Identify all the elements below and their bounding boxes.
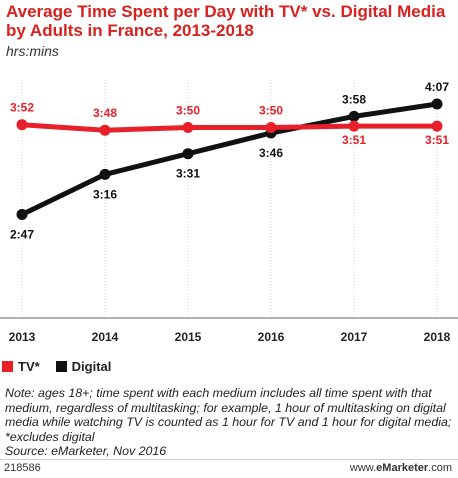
x-tick-label-2013: 2013: [9, 330, 36, 344]
data-label-tv-2018: 3:51: [425, 133, 449, 147]
data-label-digital-2017: 3:58: [342, 92, 366, 106]
chart-id: 218586: [4, 462, 41, 474]
x-tick-label-2016: 2016: [258, 330, 285, 344]
line-chart: 2013 2014 2015 2016 2017 2018 3:52 3:48 3:50 3:50…: [0, 80, 458, 344]
data-point-tv-2015: [182, 122, 194, 133]
legend: TV* Digital: [2, 356, 127, 376]
data-label-tv-2014: 3:48: [93, 106, 117, 120]
data-label-tv-2013: 3:52: [10, 101, 34, 115]
brand-suffix: .com: [428, 462, 452, 474]
data-label-digital-2016: 3:46: [259, 146, 283, 160]
data-point-digital-2014: [99, 168, 111, 180]
data-point-tv-2016: [265, 122, 277, 133]
data-point-tv-2017: [348, 120, 360, 132]
note-text: Note: ages 18+; time spent with each med…: [5, 386, 452, 444]
x-tick-label-2014: 2014: [92, 330, 119, 344]
source-text: Source: eMarketer, Nov 2016: [5, 444, 167, 458]
data-point-digital-2013: [16, 209, 28, 220]
chart-subtitle: hrs:mins: [6, 43, 59, 59]
data-point-tv-2018: [431, 120, 443, 132]
data-point-tv-2013: [16, 119, 28, 131]
chart-title: Average Time Spent per Day with TV* vs. …: [6, 2, 446, 40]
brand-link[interactable]: www.eMarketer.com: [350, 462, 452, 474]
data-label-digital-2014: 3:16: [93, 187, 117, 201]
data-label-digital-2015: 3:31: [176, 167, 200, 181]
brand-prefix: www.: [349, 462, 377, 474]
brand-name: eMarketer: [376, 462, 429, 474]
data-label-tv-2015: 3:50: [176, 104, 200, 118]
chart-note: Note: ages 18+; time spent with each med…: [5, 386, 453, 459]
series-line-tv: [21, 122, 437, 133]
data-label-tv-2017: 3:51: [342, 133, 366, 147]
footer-divider: [0, 459, 458, 460]
x-tick-label-2018: 2018: [424, 330, 451, 344]
legend-item-digital: Digital: [55, 358, 112, 374]
data-label-tv-2016: 3:50: [259, 104, 283, 118]
x-tick-label-2017: 2017: [341, 330, 368, 344]
data-label-digital-2018: 4:07: [425, 80, 449, 94]
series-line-digital: [20, 101, 438, 217]
data-point-digital-2017: [348, 110, 360, 122]
legend-label-tv: TV*: [18, 358, 40, 374]
legend-item-tv: TV*: [2, 359, 40, 374]
legend-swatch-digital: [55, 360, 67, 372]
data-point-tv-2014: [99, 124, 111, 136]
data-label-digital-2013: 2:47: [10, 228, 34, 242]
legend-label-digital: Digital: [71, 358, 112, 374]
data-point-digital-2018: [431, 98, 443, 110]
x-tick-label-2015: 2015: [175, 330, 202, 344]
data-point-digital-2015: [182, 148, 194, 160]
legend-swatch-tv: [2, 360, 13, 372]
